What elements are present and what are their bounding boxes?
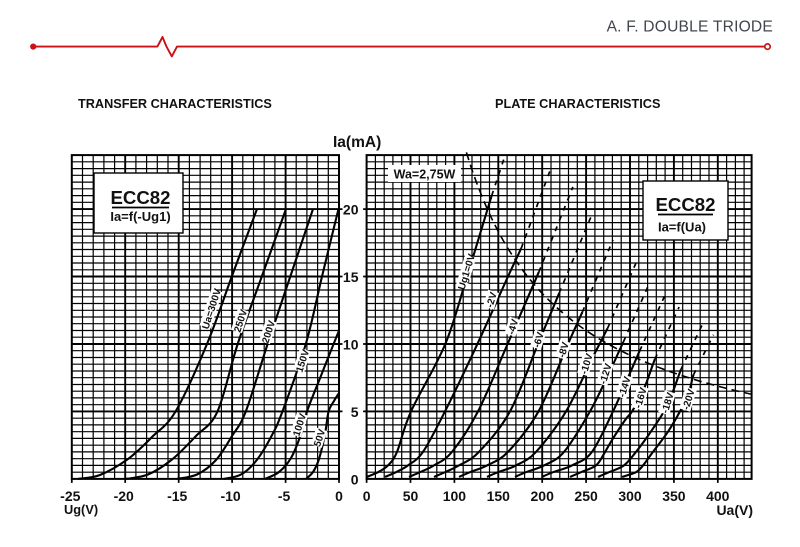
- svg-text:Ia=f(Ua): Ia=f(Ua): [658, 220, 706, 235]
- svg-text:5: 5: [351, 404, 359, 420]
- svg-text:Ua(V): Ua(V): [716, 502, 753, 518]
- svg-text:350: 350: [662, 488, 686, 504]
- svg-text:20: 20: [343, 202, 359, 218]
- svg-text:Ia=f(-Ug1): Ia=f(-Ug1): [110, 209, 170, 224]
- svg-text:A. F. DOUBLE TRIODE: A. F. DOUBLE TRIODE: [607, 19, 773, 36]
- svg-text:Wa=2,75W: Wa=2,75W: [394, 168, 456, 182]
- svg-text:-6V: -6V: [532, 331, 547, 349]
- svg-text:-5: -5: [278, 488, 291, 504]
- svg-text:-25: -25: [60, 488, 80, 504]
- svg-text:50: 50: [403, 488, 419, 504]
- svg-text:Ug(V): Ug(V): [64, 502, 98, 517]
- svg-text:10: 10: [343, 336, 359, 352]
- svg-text:400: 400: [706, 488, 730, 504]
- svg-text:ECC82: ECC82: [111, 187, 171, 208]
- svg-text:-15: -15: [167, 488, 187, 504]
- svg-text:-20: -20: [114, 488, 134, 504]
- svg-text:300: 300: [618, 488, 642, 504]
- svg-text:TRANSFER CHARACTERISTICS: TRANSFER CHARACTERISTICS: [78, 97, 272, 111]
- svg-text:PLATE CHARACTERISTICS: PLATE CHARACTERISTICS: [495, 97, 660, 111]
- svg-text:-4V: -4V: [506, 318, 521, 336]
- svg-text:ECC82: ECC82: [656, 194, 716, 215]
- svg-text:200: 200: [531, 488, 555, 504]
- svg-text:50V: 50V: [312, 428, 328, 449]
- svg-text:150: 150: [487, 488, 511, 504]
- svg-text:Ia(mA): Ia(mA): [333, 134, 381, 151]
- svg-text:-10: -10: [220, 488, 240, 504]
- svg-text:0: 0: [363, 488, 371, 504]
- svg-text:0: 0: [335, 488, 343, 504]
- svg-text:15: 15: [343, 269, 359, 285]
- svg-text:100: 100: [443, 488, 467, 504]
- svg-text:250: 250: [574, 488, 598, 504]
- svg-text:-2V: -2V: [485, 291, 500, 309]
- svg-text:-8V: -8V: [557, 341, 572, 359]
- svg-text:0: 0: [351, 471, 359, 487]
